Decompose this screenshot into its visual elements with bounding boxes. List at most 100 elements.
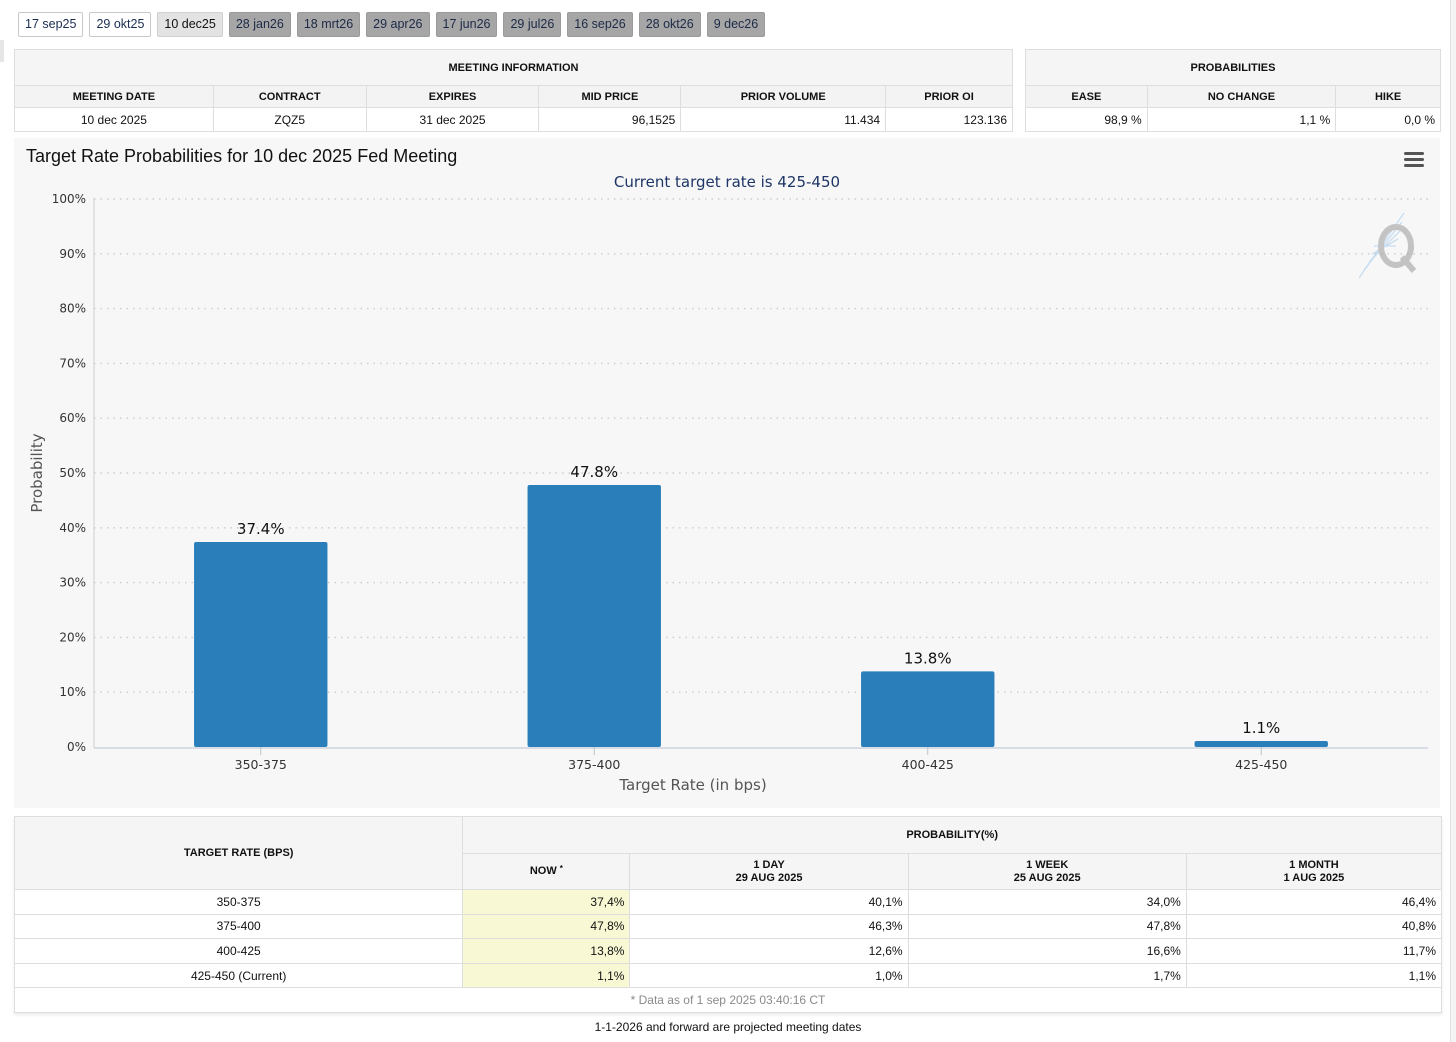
y-tick-label: 20% — [59, 630, 86, 644]
x-tick-label: 350-375 — [235, 757, 287, 772]
month-cell: 11,7% — [1185, 938, 1443, 964]
bar-425-450[interactable] — [1194, 740, 1328, 747]
one-week-header: 1 WEEK 25 AUG 2025 — [907, 853, 1187, 890]
no-change-header: NO CHANGE — [1146, 85, 1337, 108]
bar-data-label: 13.8% — [904, 649, 952, 667]
tab-16-sep26[interactable]: 16 sep26 — [567, 12, 633, 37]
meeting-info-caption: MEETING INFORMATION — [14, 49, 1013, 86]
y-axis-label: Probability — [28, 433, 46, 512]
day-cell: 1,0% — [629, 962, 909, 989]
probabilities-caption: PROBABILITIES — [1025, 49, 1441, 86]
now-header: NOW * — [462, 853, 631, 890]
expires-value: 31 dec 2025 — [365, 107, 540, 132]
bar-data-label: 1.1% — [1242, 719, 1280, 737]
week-cell: 1,7% — [907, 962, 1187, 989]
y-tick-label: 60% — [59, 411, 86, 425]
ease-header: EASE — [1025, 85, 1148, 108]
month-cell: 40,8% — [1185, 913, 1443, 940]
month-cell: 1,1% — [1185, 962, 1443, 989]
y-tick-label: 50% — [59, 466, 86, 480]
one-day-header: 1 DAY 29 AUG 2025 — [629, 853, 909, 890]
tab-29-jul26[interactable]: 29 jul26 — [503, 12, 562, 37]
probability-group-header: PROBABILITY(%) — [462, 816, 1442, 854]
y-tick-label: 0% — [67, 740, 86, 754]
tab-17-jun26[interactable]: 17 jun26 — [435, 12, 498, 37]
now-cell: 13,8% — [462, 938, 631, 964]
tab-9-dec26[interactable]: 9 dec26 — [706, 12, 766, 37]
tab-28-okt26[interactable]: 28 okt26 — [638, 12, 701, 37]
y-tick-label: 70% — [59, 356, 86, 370]
y-tick-label: 30% — [59, 576, 86, 590]
table-row: 350-375 37,4% 40,1% 34,0% 46,4% — [13, 889, 1443, 915]
meeting-info-table: MEETING INFORMATION MEETING DATE CONTRAC… — [14, 49, 1013, 132]
bar-data-label: 37.4% — [237, 520, 285, 538]
contract-value: ZQZ5 — [212, 107, 367, 132]
target-rate-header: TARGET RATE (BPS) — [13, 816, 464, 890]
x-tick-label: 375-400 — [568, 757, 620, 772]
y-tick-label: 80% — [59, 302, 86, 316]
table-row: 375-400 47,8% 46,3% 47,8% 40,8% — [13, 913, 1443, 940]
tab-28-jan26[interactable]: 28 jan26 — [228, 12, 291, 37]
x-tick-label: 400-425 — [902, 757, 954, 772]
tab-29-apr26[interactable]: 29 apr26 — [366, 12, 430, 37]
bar-350-375[interactable] — [194, 542, 328, 747]
week-cell: 47,8% — [907, 913, 1187, 940]
table-row: 400-425 13,8% 12,6% 16,6% 11,7% — [13, 938, 1443, 964]
now-cell: 1,1% — [462, 962, 631, 989]
expires-header: EXPIRES — [365, 85, 540, 108]
tab-18-mrt26[interactable]: 18 mrt26 — [296, 12, 361, 37]
tab-17-sep25[interactable]: 17 sep25 — [18, 12, 84, 37]
left-edge-tab — [0, 40, 4, 62]
week-cell: 34,0% — [907, 889, 1187, 915]
prior-oi-header: PRIOR OI — [885, 85, 1013, 108]
rate-cell: 425-450 (Current) — [13, 962, 464, 989]
chart-svg: 0% 10% 20% 30% 40% 50% 60% 70% 80% 90% 100% 37.4% 4… — [28, 173, 1428, 794]
meeting-tabs: 17 sep25 29 okt25 10 dec25 28 jan26 18 m… — [18, 12, 766, 37]
chart-subtitle: Current target rate is 425-450 — [614, 173, 840, 191]
y-tick-label: 90% — [59, 247, 86, 261]
mid-price-value: 96,1525 — [538, 107, 682, 132]
meeting-date-header: MEETING DATE — [14, 85, 214, 108]
mid-price-header: MID PRICE — [538, 85, 682, 108]
ease-value: 98,9 % — [1025, 107, 1148, 132]
one-month-header: 1 MONTH 1 AUG 2025 — [1185, 853, 1443, 890]
probabilities-table: PROBABILITIES EASE NO CHANGE HIKE 98,9 %… — [1025, 49, 1441, 132]
tab-29-okt25[interactable]: 29 okt25 — [89, 12, 152, 37]
y-axis-ticks: 0% 10% 20% 30% 40% 50% 60% 70% 80% 90% 100% — [52, 192, 86, 754]
y-tick-label: 10% — [59, 685, 86, 699]
day-cell: 40,1% — [629, 889, 909, 915]
prior-volume-value: 11.434 — [680, 107, 887, 132]
no-change-value: 1,1 % — [1146, 107, 1337, 132]
bar-data-label: 47.8% — [570, 463, 618, 481]
data-timestamp-note: * Data as of 1 sep 2025 03:40:16 CT — [14, 987, 1442, 1014]
chart-title: Target Rate Probabilities for 10 dec 202… — [26, 146, 458, 166]
bar-400-425[interactable] — [861, 671, 995, 747]
week-cell: 16,6% — [907, 938, 1187, 964]
x-tick-label: 425-450 — [1235, 757, 1287, 772]
y-tick-label: 40% — [59, 521, 86, 535]
day-cell: 12,6% — [629, 938, 909, 964]
now-cell: 47,8% — [462, 913, 631, 940]
now-cell: 37,4% — [462, 889, 631, 915]
footer-note: 1-1-2026 and forward are projected meeti… — [594, 1020, 862, 1034]
month-cell: 46,4% — [1185, 889, 1443, 915]
meeting-date-value: 10 dec 2025 — [14, 107, 214, 132]
y-tick-label: 100% — [52, 192, 86, 206]
prior-volume-header: PRIOR VOLUME — [680, 85, 887, 108]
hike-header: HIKE — [1335, 85, 1441, 108]
scrollbar-track[interactable] — [1450, 0, 1456, 1042]
chart-bars: 37.4% 47.8% 13.8% 1.1% — [194, 463, 1328, 747]
target-rate-chart: Target Rate Probabilities for 10 dec 202… — [14, 138, 1440, 808]
x-axis-label: Target Rate (in bps) — [618, 776, 766, 794]
chart-menu-icon[interactable] — [1404, 152, 1424, 168]
contract-header: CONTRACT — [212, 85, 367, 108]
quikstrike-logo-icon — [1358, 212, 1417, 279]
hike-value: 0,0 % — [1335, 107, 1441, 132]
day-cell: 46,3% — [629, 913, 909, 940]
tab-10-dec25[interactable]: 10 dec25 — [157, 12, 223, 37]
probability-table: TARGET RATE (BPS) PROBABILITY(%) NOW * 1… — [13, 816, 1443, 1014]
bar-375-400[interactable] — [527, 485, 661, 747]
prior-oi-value: 123.136 — [885, 107, 1013, 132]
table-row: 425-450 (Current) 1,1% 1,0% 1,7% 1,1% — [13, 962, 1443, 989]
x-axis-ticks: 350-375 375-400 400-425 425-450 — [235, 747, 1287, 772]
